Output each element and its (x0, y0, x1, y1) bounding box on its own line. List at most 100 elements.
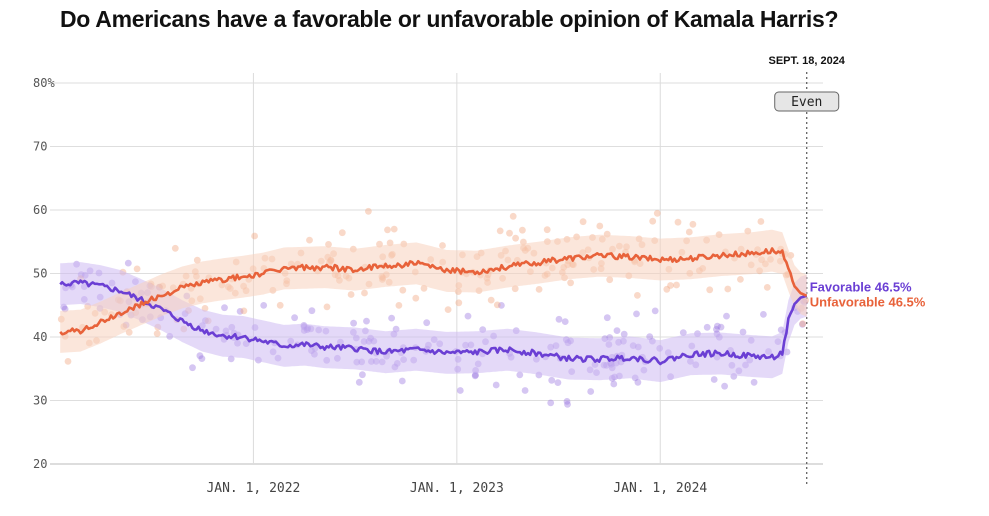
poll-dot-unfavorable (674, 218, 682, 226)
poll-dot-unfavorable (649, 217, 657, 225)
poll-dot-favorable (548, 376, 556, 384)
poll-dot-unfavorable (706, 286, 714, 294)
poll-dot-favorable (723, 312, 730, 320)
poll-dot-favorable (563, 398, 571, 405)
poll-dot-unfavorable (519, 226, 526, 234)
poll-dot-unfavorable (361, 289, 368, 297)
poll-dot-unfavorable (496, 227, 504, 235)
y-tick-label: 60 (33, 203, 47, 217)
poll-dot-unfavorable (412, 294, 420, 302)
poll-dot-unfavorable (673, 281, 680, 289)
poll-dot-favorable (799, 320, 806, 328)
poll-dot-unfavorable (579, 218, 587, 226)
poll-dot-unfavorable (512, 234, 519, 242)
poll-dot-favorable (739, 328, 747, 336)
trend-line-unfavorable (59, 247, 808, 336)
poll-dot-favorable (717, 323, 725, 331)
poll-dot-favorable (679, 329, 687, 336)
poll-dot-unfavorable (193, 256, 201, 264)
poll-dot-favorable (516, 371, 524, 379)
poll-dot-favorable (750, 378, 758, 386)
poll-dot-unfavorable (133, 265, 141, 273)
poll-dot-favorable (456, 387, 464, 394)
poll-dot-unfavorable (689, 220, 697, 228)
poll-dot-unfavorable (347, 291, 355, 298)
poll-dot-unfavorable (276, 301, 284, 309)
poll-dot-favorable (189, 364, 196, 372)
x-tick-label: JAN. 1, 2023 (410, 481, 504, 496)
poll-dot-favorable (703, 323, 711, 331)
poll-dot-unfavorable (251, 232, 258, 240)
poll-dot-favorable (587, 388, 595, 395)
y-tick-label: 30 (33, 394, 47, 408)
poll-dot-unfavorable (323, 303, 331, 311)
poll-dot-favorable (350, 319, 357, 327)
poll-dot-favorable (651, 307, 659, 315)
poll-dot-favorable (547, 399, 555, 407)
poll-dot-unfavorable (543, 226, 551, 234)
x-tick-label: JAN. 1, 2022 (206, 481, 300, 496)
poll-dot-unfavorable (763, 284, 771, 291)
poll-dot-unfavorable (444, 306, 452, 313)
poll-dot-favorable (554, 379, 562, 386)
poll-dot-favorable (363, 317, 370, 325)
poll-dot-favorable (472, 371, 479, 379)
poll-dot-favorable (464, 312, 472, 320)
poll-dot-unfavorable (685, 228, 693, 236)
poll-dot-favorable (308, 307, 316, 315)
poll-dot-favorable (198, 355, 206, 362)
end-label-favorable: Favorable 46.5% (810, 280, 912, 295)
y-tick-label: 20 (33, 457, 47, 471)
poll-dot-favorable (498, 302, 505, 309)
poll-dot-favorable (196, 352, 204, 360)
poll-dot-favorable (521, 387, 529, 394)
poll-dot-unfavorable (153, 330, 161, 337)
poll-dot-unfavorable (667, 282, 674, 289)
chart-title: Do Americans have a favorable or unfavor… (60, 6, 839, 32)
poll-dot-unfavorable (567, 279, 574, 287)
poll-dot-favorable (610, 380, 618, 388)
poll-dot-favorable (492, 381, 500, 389)
poll-dot-favorable (236, 308, 244, 315)
poll-dot-favorable (714, 322, 721, 330)
poll-dot-unfavorable (663, 285, 671, 293)
poll-dot-unfavorable (171, 244, 179, 252)
y-tick-label: 40 (33, 330, 47, 344)
poll-dot-unfavorable (384, 226, 391, 234)
poll-dot-favorable (359, 371, 366, 379)
poll-dot-unfavorable (757, 218, 765, 225)
poll-dot-unfavorable (737, 276, 744, 283)
band-unfavorable (60, 229, 807, 353)
poll-dot-favorable (221, 304, 228, 312)
poll-dot-favorable (291, 314, 298, 322)
poll-dot-unfavorable (511, 285, 519, 293)
trend-line-favorable (59, 279, 808, 366)
band-favorable (60, 262, 807, 383)
poll-dot-favorable (634, 378, 642, 386)
poll-dot-unfavorable (799, 320, 807, 328)
y-tick-label: 80% (33, 76, 55, 90)
poll-dot-favorable (60, 303, 68, 311)
poll-dot-favorable (423, 319, 431, 327)
poll-dot-favorable (710, 376, 718, 383)
poll-dot-unfavorable (596, 222, 604, 230)
poll-dot-favorable (355, 378, 363, 386)
poll-dot-unfavorable (506, 229, 513, 237)
poll-dot-favorable (721, 382, 728, 390)
y-tick-label: 50 (33, 267, 47, 281)
poll-dot-favorable (713, 326, 720, 333)
poll-dot-favorable (603, 314, 611, 322)
trend-lines (59, 247, 808, 366)
end-label-unfavorable: Unfavorable 46.5% (810, 295, 926, 310)
poll-dot-unfavorable (634, 292, 641, 299)
poll-dot-unfavorable (487, 296, 495, 304)
poll-dot-unfavorable (306, 236, 313, 244)
poll-dot-favorable (646, 333, 654, 341)
poll-dot-favorable (398, 377, 406, 385)
y-tick-label: 70 (33, 140, 47, 154)
poll-dot-favorable (620, 330, 628, 338)
poll-dot-unfavorable (365, 207, 372, 215)
poll-dot-favorable (760, 311, 767, 318)
poll-dot-unfavorable (325, 241, 332, 248)
